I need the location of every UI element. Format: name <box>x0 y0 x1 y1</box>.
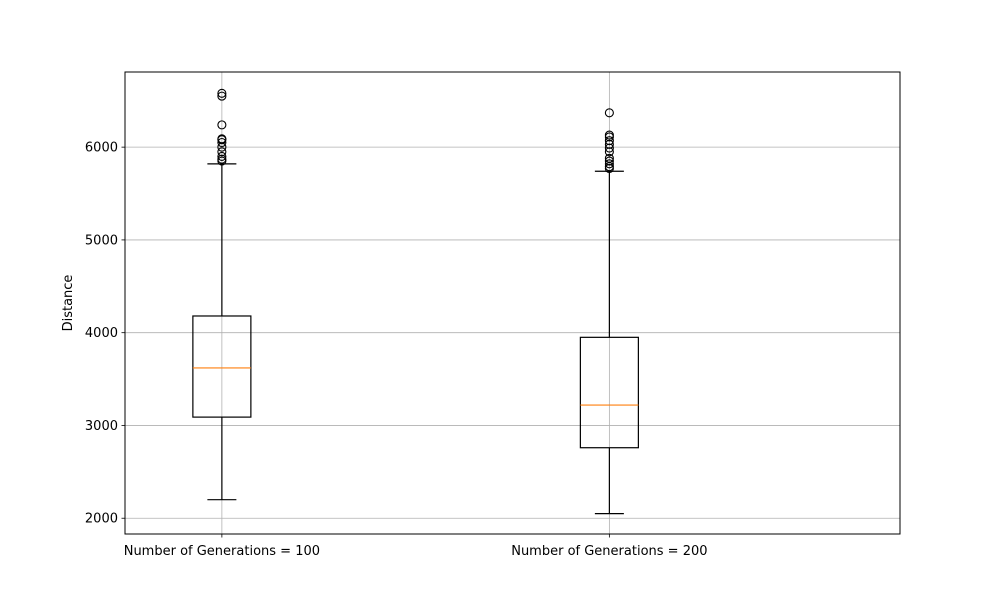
x-tick-label: Number of Generations = 100 <box>124 544 320 559</box>
box-group <box>579 108 639 515</box>
outlier-point <box>604 136 614 146</box>
outlier-point <box>604 153 614 163</box>
iqr-box <box>192 315 252 418</box>
y-tick-label: 5000 <box>85 233 118 248</box>
outlier-point <box>217 120 227 130</box>
outlier-point <box>217 134 227 144</box>
outlier-point <box>217 154 227 164</box>
box-group <box>192 88 252 501</box>
boxes-layer <box>192 88 639 515</box>
y-tick-label: 2000 <box>85 512 118 527</box>
iqr-box <box>579 336 639 449</box>
grid-layer <box>125 72 900 534</box>
y-tick-label: 4000 <box>85 326 118 341</box>
outlier-point <box>604 130 614 140</box>
outlier-point <box>604 156 614 166</box>
outlier-point <box>217 151 227 161</box>
y-axis-label: Distance <box>61 275 76 332</box>
y-tick-label: 6000 <box>85 141 118 156</box>
outlier-point <box>604 159 614 169</box>
outlier-point <box>217 88 227 98</box>
outlier-point <box>604 108 614 118</box>
outlier-point <box>604 139 614 149</box>
outlier-point <box>604 147 614 157</box>
y-tick-label: 3000 <box>85 419 118 434</box>
outlier-point <box>217 137 227 148</box>
x-tick-label: Number of Generations = 200 <box>511 544 707 559</box>
outlier-point <box>217 91 227 101</box>
outlier-point <box>604 143 614 153</box>
outlier-point <box>217 147 227 157</box>
plot-frame <box>124 71 901 535</box>
axes-layer: 2000 3000 4000 5000 6000 Number of Generation… <box>85 141 708 559</box>
